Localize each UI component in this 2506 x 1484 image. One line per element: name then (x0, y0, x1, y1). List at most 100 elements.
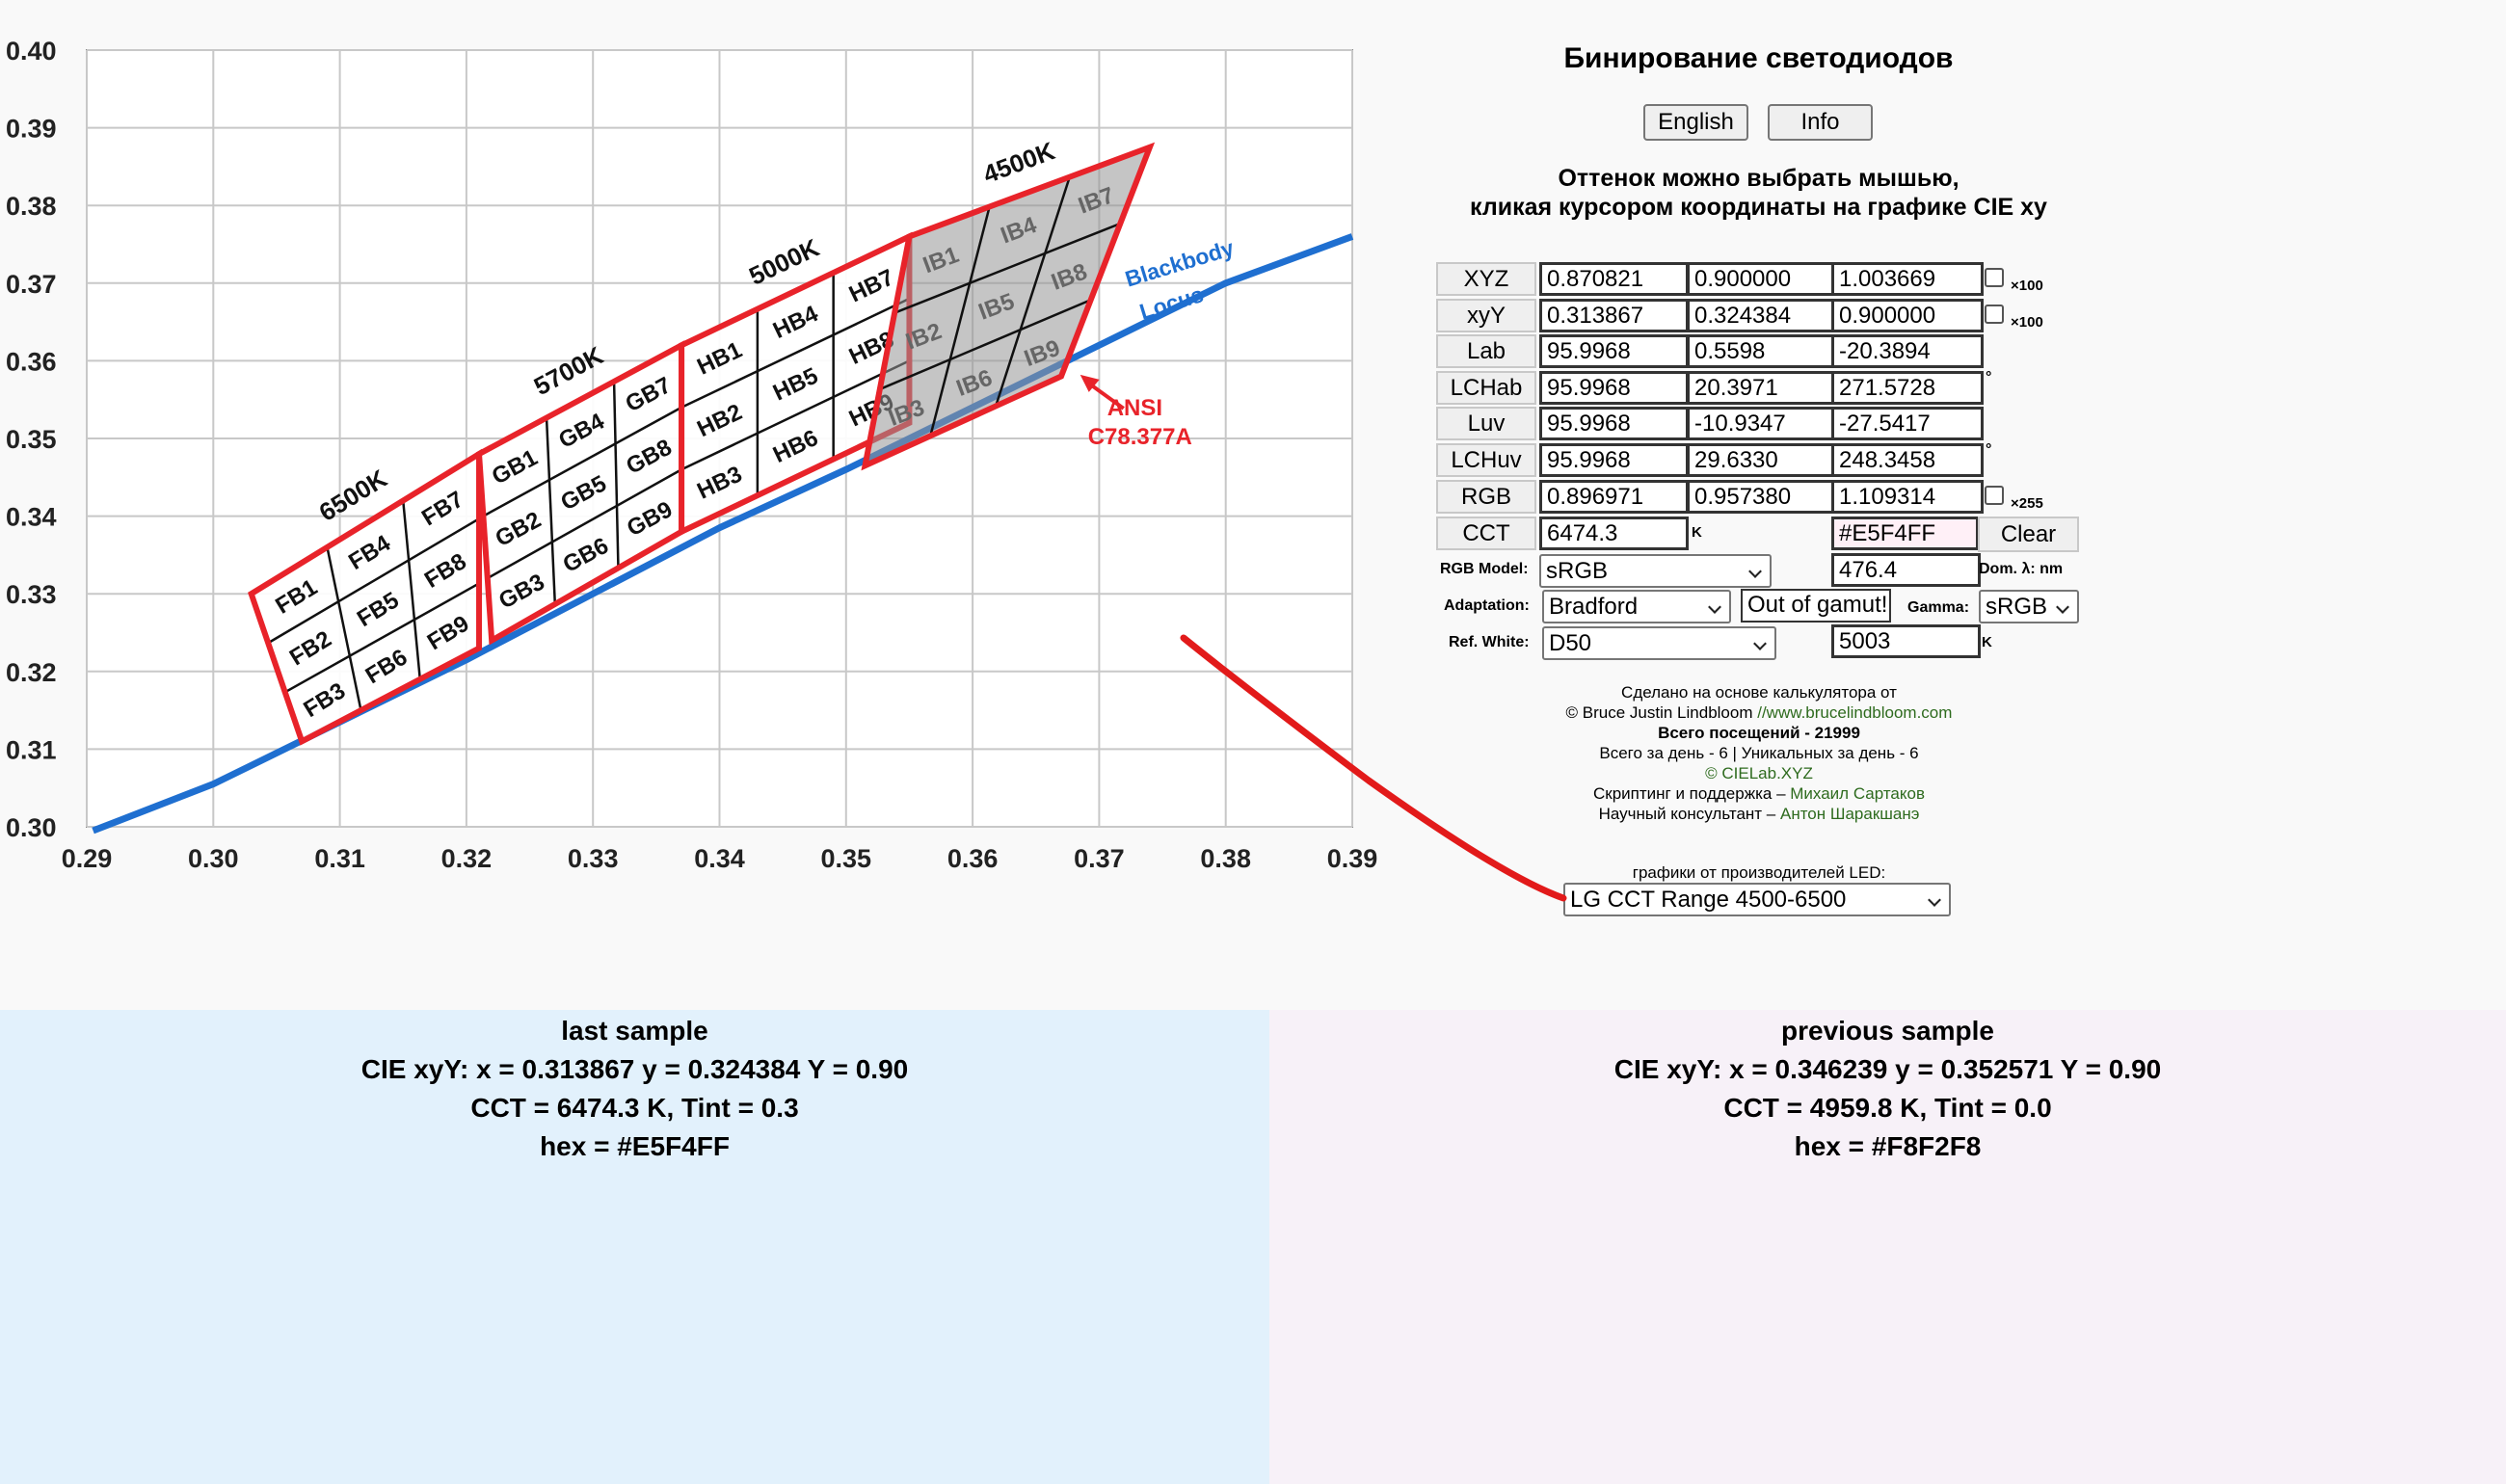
last-sample-hex: hex = #E5F4FF (540, 1131, 730, 1161)
luv-input-2[interactable]: -10.9347 (1687, 407, 1836, 440)
xyy-scale-label: ×100 (2011, 314, 2043, 331)
xyy-input-3[interactable]: 0.900000 (1831, 299, 1984, 332)
page-title: Бинирование светодиодов (1563, 42, 1954, 74)
adaptation-select[interactable]: Bradford (1542, 590, 1731, 623)
info-button[interactable]: Info (1768, 104, 1873, 141)
led-graphs-label: графики от производителей LED: (1632, 863, 1886, 882)
clear-button[interactable]: Clear (1978, 517, 2079, 552)
visits-total: Всего посещений - 21999 (1658, 724, 1860, 742)
cct-unit: K (1692, 524, 1702, 541)
lchab-input-3[interactable]: 271.5728 (1831, 371, 1984, 405)
lchuv-input-2[interactable]: 29.6330 (1687, 443, 1836, 477)
y-tick-label: 0.32 (6, 658, 57, 687)
bin-divider (612, 381, 620, 569)
rgb-input-1[interactable]: 0.896971 (1539, 480, 1689, 514)
x-tick-label: 0.30 (188, 844, 239, 873)
bin-group-outline (861, 142, 1156, 471)
ref-white-value: D50 (1549, 630, 1592, 656)
consultant-link[interactable]: Антон Шаракшанэ (1779, 805, 1920, 823)
luv-input-3[interactable]: -27.5417 (1831, 407, 1984, 440)
ref-white-temp-input[interactable]: 5003 (1831, 624, 1981, 658)
chevron-down-icon (1748, 565, 1762, 578)
last-sample-xyy: CIE xyY: x = 0.313867 y = 0.324384 Y = 0… (360, 1054, 909, 1084)
ansi-arrow-head (1080, 374, 1100, 392)
y-tick-label: 0.37 (6, 270, 57, 299)
xyz-input-1[interactable]: 0.870821 (1539, 262, 1689, 296)
lchab-input-2[interactable]: 20.3971 (1687, 371, 1836, 405)
lab-input-2[interactable]: 0.5598 (1687, 334, 1836, 368)
bin-divider (267, 517, 480, 645)
rgb-input-2[interactable]: 0.957380 (1687, 480, 1836, 514)
rgb-scale-checkbox[interactable] (1985, 486, 2004, 505)
previous-sample-panel: previous sample CIE xyY: x = 0.346239 y … (1269, 1010, 2506, 1484)
xyz-input-3[interactable]: 1.003669 (1831, 262, 1984, 296)
rgb-model-value: sRGB (1546, 558, 1609, 584)
x-tick-label: 0.31 (314, 844, 365, 873)
row-label-luv: Luv (1436, 407, 1536, 440)
last-sample-title: last sample (561, 1016, 708, 1046)
instruction-line-2: кликая курсором координаты на графике CI… (1470, 194, 2047, 221)
x-tick-label: 0.32 (441, 844, 493, 873)
y-tick-label: 0.33 (6, 580, 57, 609)
x-tick-label: 0.34 (694, 844, 745, 873)
x-tick-label: 0.29 (62, 844, 113, 873)
lchuv-input-3[interactable]: 248.3458 (1831, 443, 1984, 477)
led-graph-select[interactable]: LG CCT Range 4500-6500 (1563, 883, 1951, 916)
xyy-input-1[interactable]: 0.313867 (1539, 299, 1689, 332)
lab-input-3[interactable]: -20.3894 (1831, 334, 1984, 368)
bin-group-fill (681, 236, 910, 532)
y-tick-label: 0.34 (6, 503, 57, 532)
credits-scripting: Скриптинг и поддержка – Михаил Сартаков (1436, 783, 2082, 804)
chevron-down-icon (2056, 600, 2069, 614)
ref-white-select[interactable]: D50 (1542, 626, 1776, 660)
bin-group-outline (248, 448, 483, 746)
cie-xy-chart[interactable]: 0.29 0.30 0.31 0.32 0.33 0.34 0.35 0.36 0.37 0.38… (0, 0, 1398, 896)
english-button[interactable]: English (1643, 104, 1748, 141)
last-sample-cct: CCT = 6474.3 K, Tint = 0.3 (470, 1093, 799, 1123)
bin-divider (994, 176, 1071, 407)
cct-label: CCT (1436, 517, 1536, 550)
y-tick-label: 0.31 (6, 735, 57, 764)
xyy-input-2[interactable]: 0.324384 (1687, 299, 1836, 332)
row-label-lab: Lab (1436, 334, 1536, 368)
chevron-down-icon (1928, 893, 1941, 907)
row-label-lchuv: LCHuv (1436, 443, 1536, 477)
credits-line-1: Сделано на основе калькулятора от (1621, 683, 1897, 702)
site-link[interactable]: © CIELab.XYZ (1705, 764, 1813, 782)
ref-white-label: Ref. White: (1449, 634, 1530, 650)
dominant-wavelength-label: Dom. λ: nm (1979, 561, 2064, 577)
xyy-scale-checkbox[interactable] (1985, 305, 2004, 324)
credits-author-link[interactable]: //www.brucelindbloom.com (1757, 703, 1953, 722)
previous-sample-xyy: CIE xyY: x = 0.346239 y = 0.352571 Y = 0… (1613, 1054, 2162, 1084)
visits-daily: Всего за день - 6 | Уникальных за день -… (1599, 744, 1919, 762)
instruction-line-1: Оттенок можно выбрать мышью, (1558, 165, 1959, 192)
xyz-scale-checkbox[interactable] (1985, 268, 2004, 287)
y-tick-label: 0.38 (6, 192, 57, 221)
led-graph-value: LG CCT Range 4500-6500 (1570, 887, 1847, 913)
previous-sample-cct: CCT = 4959.8 K, Tint = 0.0 (1723, 1093, 2052, 1123)
scripting-link[interactable]: Михаил Сартаков (1790, 784, 1925, 803)
previous-sample-title: previous sample (1781, 1016, 1994, 1046)
bin-divider (326, 546, 362, 711)
cct-input[interactable]: 6474.3 (1539, 517, 1689, 550)
lab-input-1[interactable]: 95.9968 (1539, 334, 1689, 368)
lchab-input-1[interactable]: 95.9968 (1539, 371, 1689, 405)
dominant-wavelength-input[interactable]: 476.4 (1831, 553, 1981, 587)
bin-divider (284, 582, 480, 694)
luv-input-1[interactable]: 95.9968 (1539, 407, 1689, 440)
consultant-label: Научный консультант – (1598, 805, 1780, 823)
lchuv-input-1[interactable]: 95.9968 (1539, 443, 1689, 477)
rgb-input-3[interactable]: 1.109314 (1831, 480, 1984, 514)
hex-input[interactable]: #E5F4FF (1831, 517, 1979, 550)
gamma-select[interactable]: sRGB (1979, 590, 2079, 623)
row-label-xyy: xyY (1436, 299, 1536, 332)
xyz-input-2[interactable]: 0.900000 (1687, 262, 1836, 296)
bin-divider (402, 500, 422, 679)
instruction-text: Оттенок можно выбрать мышью, кликая курс… (1443, 164, 2074, 222)
lchab-degree-unit: ° (1986, 369, 1992, 385)
ansi-label-line-1: ANSI (1107, 395, 1162, 421)
x-tick-label: 0.33 (568, 844, 619, 873)
blackbody-locus (92, 233, 1354, 835)
rgb-model-select[interactable]: sRGB (1539, 554, 1772, 588)
y-tick-label: 0.39 (6, 115, 57, 144)
